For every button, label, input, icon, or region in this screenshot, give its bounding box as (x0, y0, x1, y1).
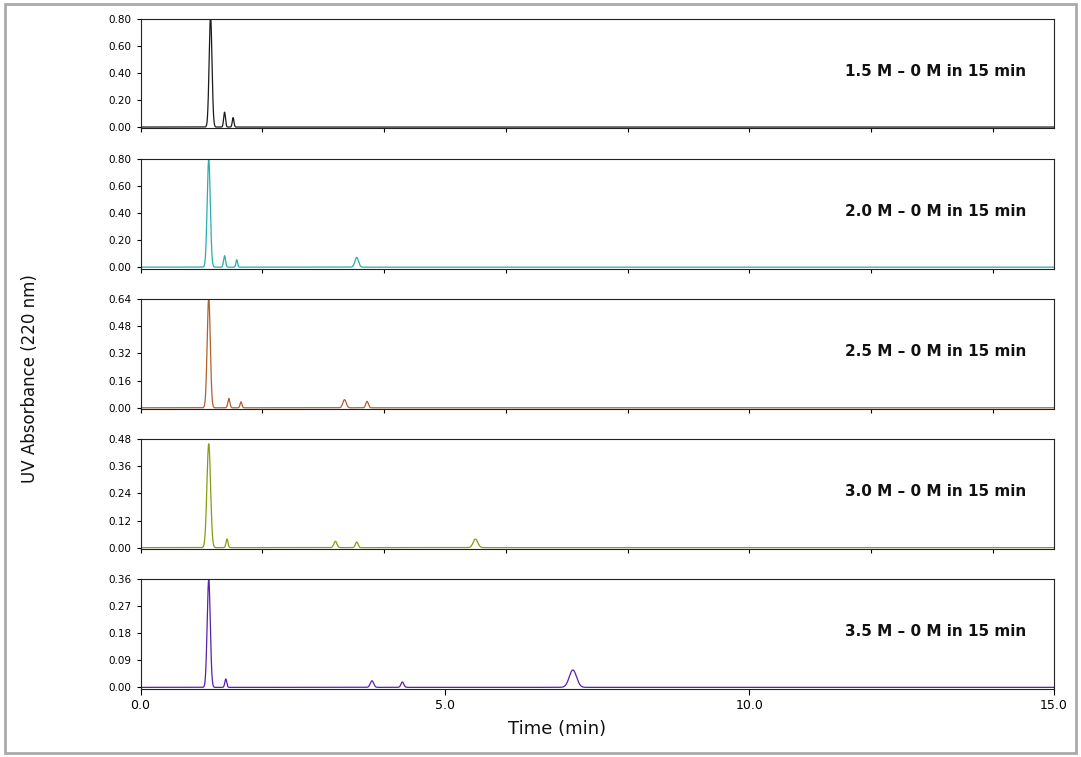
Text: 3.0 M – 0 M in 15 min: 3.0 M – 0 M in 15 min (845, 484, 1027, 500)
Text: 2.5 M – 0 M in 15 min: 2.5 M – 0 M in 15 min (845, 344, 1027, 360)
Text: UV Absorbance (220 nm): UV Absorbance (220 nm) (22, 274, 39, 483)
Text: 2.0 M – 0 M in 15 min: 2.0 M – 0 M in 15 min (845, 204, 1027, 219)
Text: Time (min): Time (min) (508, 720, 605, 738)
Text: 1.5 M – 0 M in 15 min: 1.5 M – 0 M in 15 min (845, 64, 1027, 79)
Text: 3.5 M – 0 M in 15 min: 3.5 M – 0 M in 15 min (845, 625, 1027, 640)
